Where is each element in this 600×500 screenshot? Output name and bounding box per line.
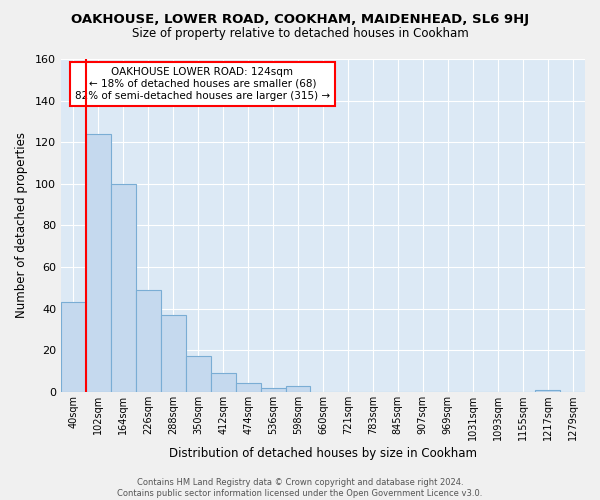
Bar	[136, 290, 161, 392]
Text: Contains HM Land Registry data © Crown copyright and database right 2024.
Contai: Contains HM Land Registry data © Crown c…	[118, 478, 482, 498]
Bar	[111, 184, 136, 392]
Bar	[186, 356, 211, 392]
Bar	[161, 315, 186, 392]
Y-axis label: Number of detached properties: Number of detached properties	[15, 132, 28, 318]
Bar	[236, 384, 260, 392]
Bar	[286, 386, 310, 392]
Bar	[260, 388, 286, 392]
Bar	[211, 373, 236, 392]
Bar	[86, 134, 111, 392]
Bar	[61, 302, 86, 392]
Text: OAKHOUSE, LOWER ROAD, COOKHAM, MAIDENHEAD, SL6 9HJ: OAKHOUSE, LOWER ROAD, COOKHAM, MAIDENHEA…	[71, 12, 529, 26]
Text: OAKHOUSE LOWER ROAD: 124sqm
← 18% of detached houses are smaller (68)
82% of sem: OAKHOUSE LOWER ROAD: 124sqm ← 18% of det…	[75, 68, 330, 100]
Text: Size of property relative to detached houses in Cookham: Size of property relative to detached ho…	[131, 28, 469, 40]
X-axis label: Distribution of detached houses by size in Cookham: Distribution of detached houses by size …	[169, 447, 477, 460]
Bar	[535, 390, 560, 392]
